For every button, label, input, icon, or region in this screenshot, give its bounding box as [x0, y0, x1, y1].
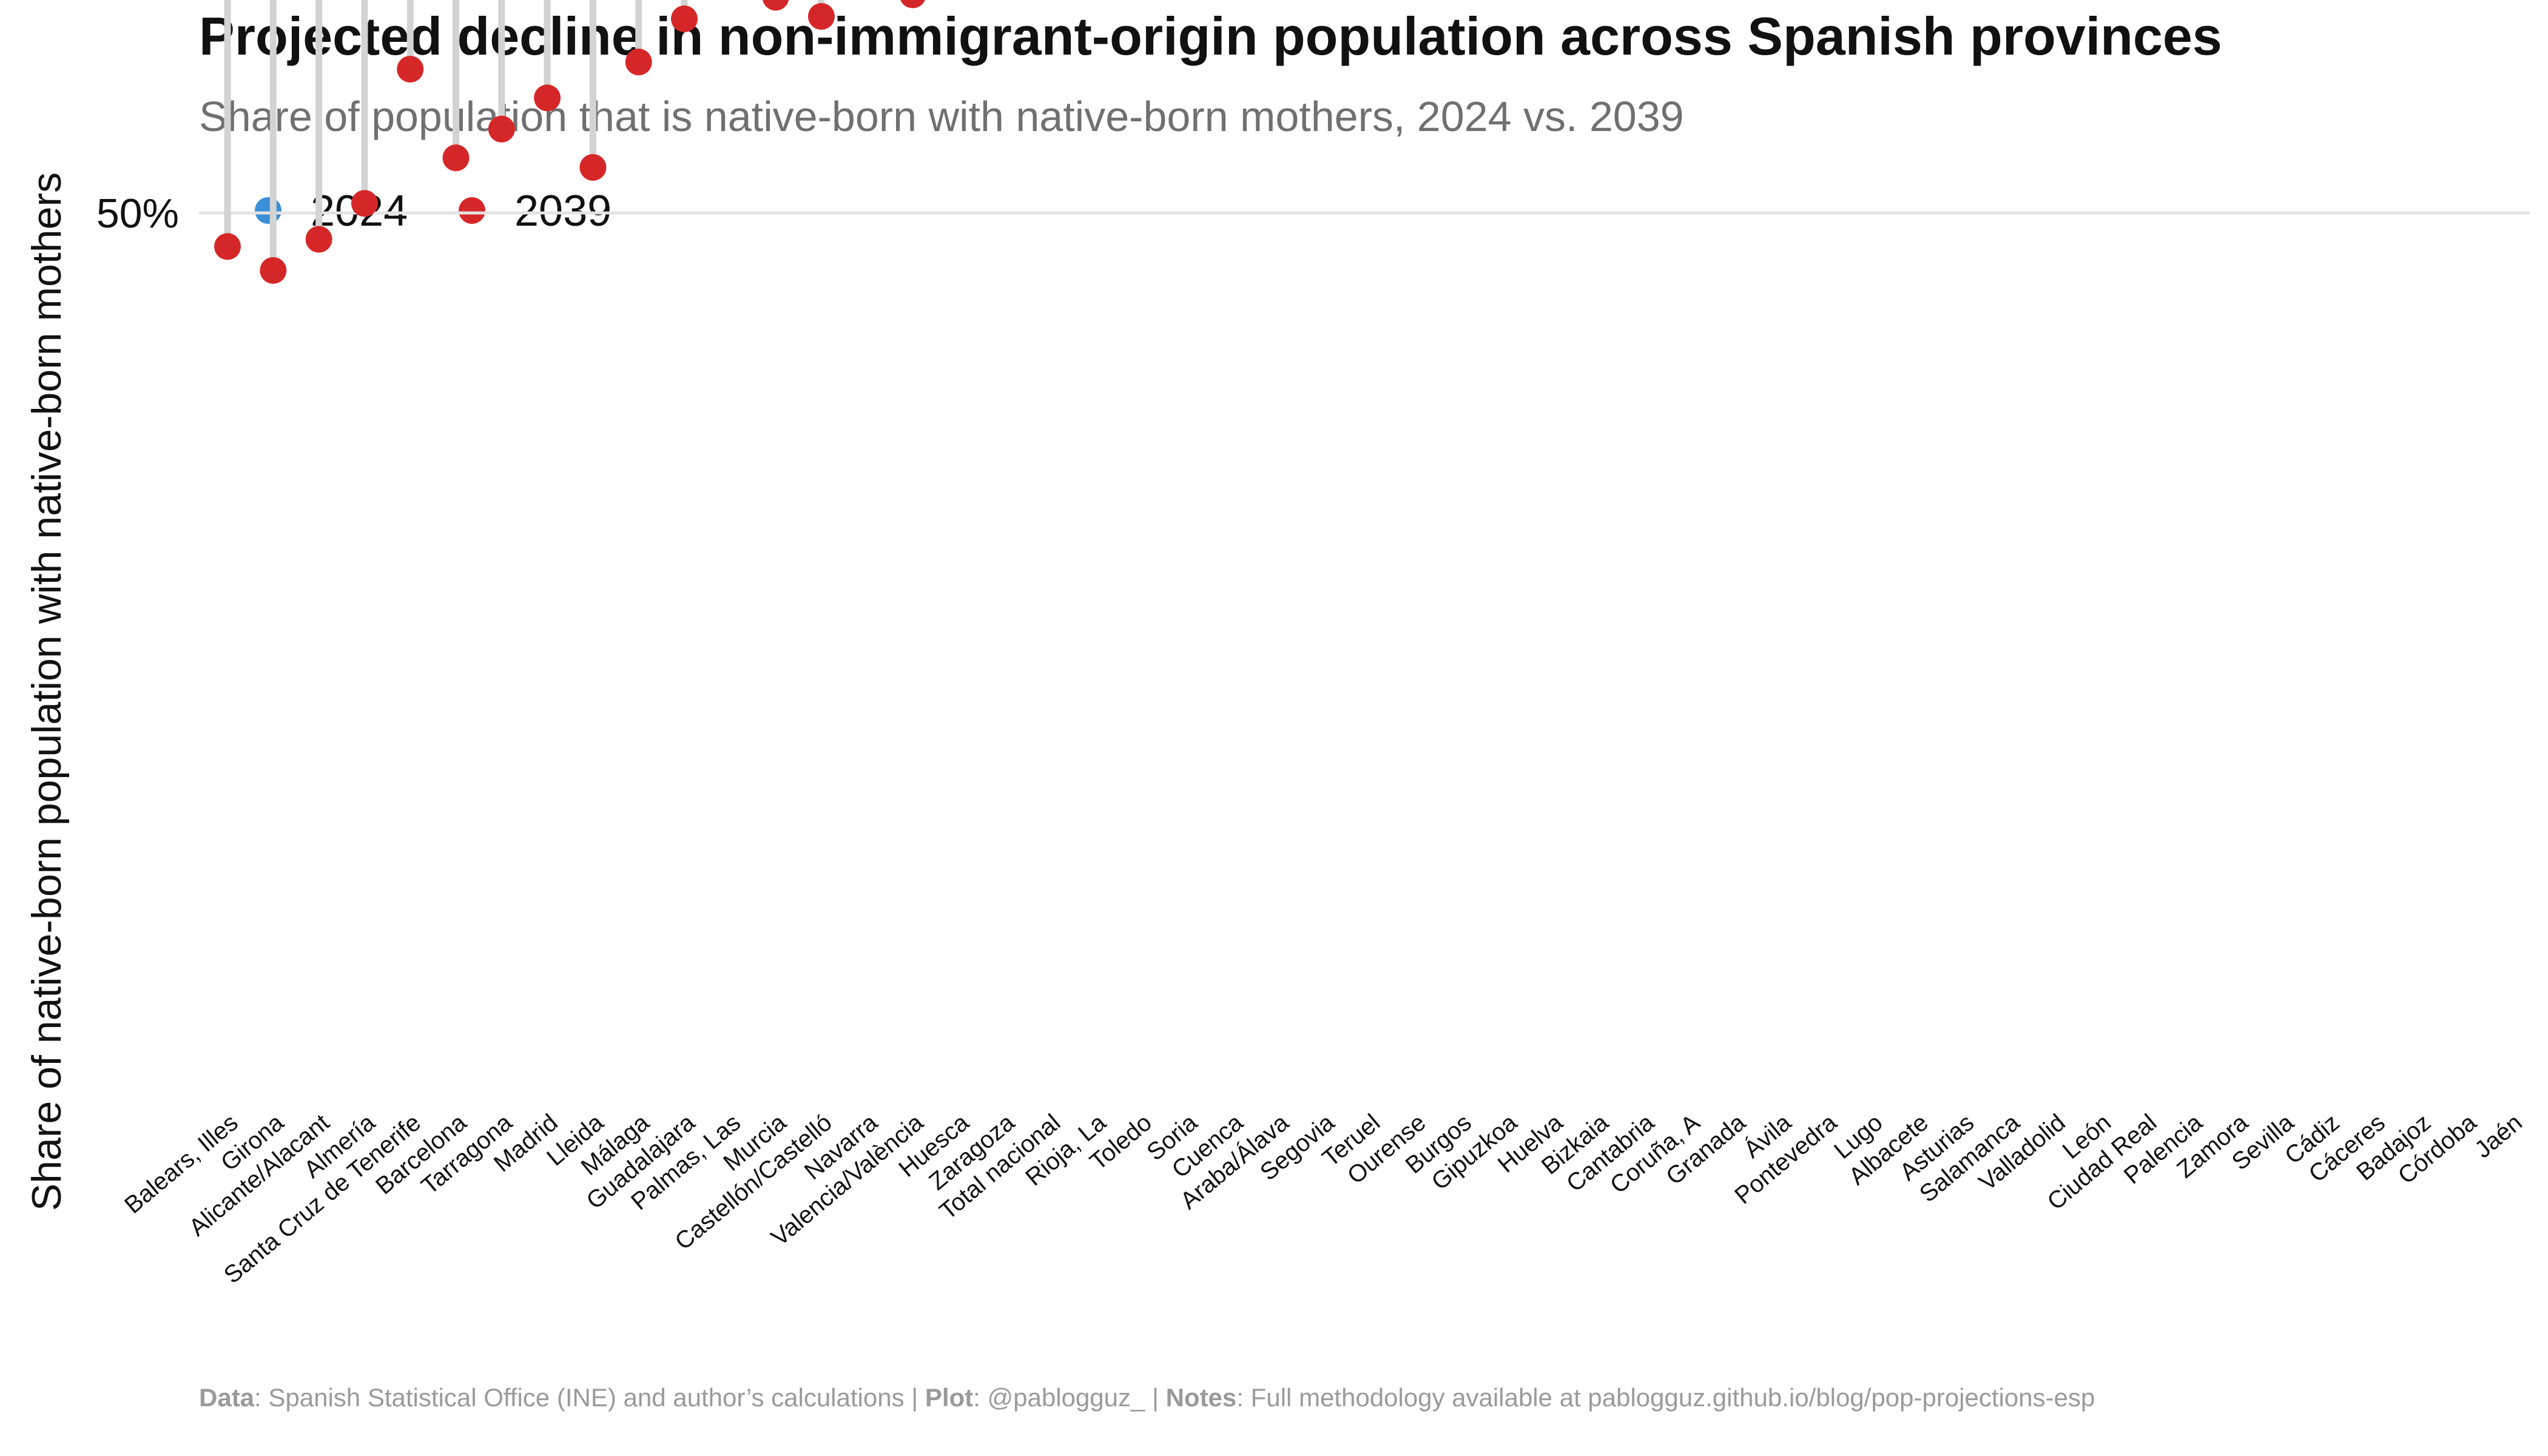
footer-part: Plot [925, 1383, 973, 1412]
point-2039 [488, 115, 515, 143]
point-2039 [763, 0, 789, 11]
footer-caption: Data: Spanish Statistical Office (INE) a… [199, 1383, 2095, 1412]
gridlines [199, 211, 2530, 215]
point-2039 [534, 84, 561, 112]
footer-part: : @pablogguz_ | [973, 1383, 1165, 1412]
chart-title: Projected decline in non-immigrant-origi… [199, 6, 2222, 66]
footer-part: : Full methodology available at pabloggu… [1236, 1383, 2095, 1412]
footer-part: Data [199, 1383, 255, 1412]
x-tick-label: Jaén [2470, 1109, 2527, 1163]
footer-part: Notes [1166, 1383, 1237, 1412]
legend: 20242039 [255, 187, 612, 235]
point-2039 [579, 153, 607, 181]
dumbbell-segments [224, 0, 825, 271]
point-2039 [625, 49, 652, 76]
chart-subtitle: Share of population that is native-born … [199, 93, 1684, 140]
point-2039 [351, 190, 378, 217]
legend-label-2039: 2039 [514, 187, 612, 235]
y-tick-label: 50% [96, 190, 179, 237]
footer-part: : Spanish Statistical Office (INE) and a… [254, 1383, 925, 1412]
x-axis-ticks: Balears, IllesGironaAlicante/AlacantAlme… [120, 1108, 2527, 1289]
point-2039 [442, 144, 470, 172]
point-2039 [305, 226, 332, 253]
point-2039 [900, 0, 925, 8]
data-points [214, 0, 925, 284]
point-2039 [214, 233, 241, 260]
y-axis-label: Share of native-born population with nat… [24, 172, 70, 1211]
point-2039 [260, 257, 287, 284]
legend-marker-2024 [255, 197, 281, 224]
legend-marker-2039 [459, 197, 485, 224]
y-axis-ticks: 50%70%90% [96, 190, 179, 237]
point-2039 [671, 5, 698, 33]
point-2039 [397, 56, 424, 83]
point-2039 [807, 3, 835, 30]
